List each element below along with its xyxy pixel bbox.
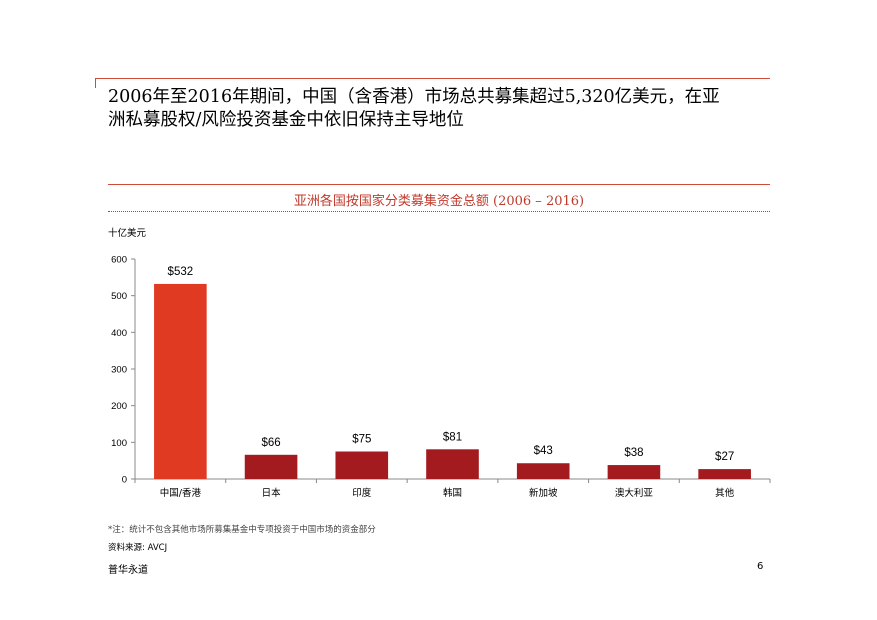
y-tick-label: 500: [111, 291, 127, 302]
bar-6: [607, 465, 661, 479]
y-tick-label: 0: [122, 475, 127, 486]
x-tick-label: 中国/香港: [160, 487, 202, 499]
data-label: $38: [624, 447, 643, 459]
bar-7: [698, 469, 751, 479]
y-axis-unit-label: 十亿美元: [108, 228, 147, 239]
x-tick-label: 韩国: [443, 487, 462, 499]
page-headline: 2006年至2016年期间，中国（含香港）市场总共募集超过5,320亿美元，在亚…: [108, 86, 773, 132]
data-label: $81: [443, 431, 462, 443]
x-tick-label: 澳大利亚: [615, 487, 654, 499]
data-label: $66: [261, 437, 280, 449]
x-tick-label: 日本: [262, 487, 282, 499]
headline-line-2: 洲私募股权/风险投资基金中依旧保持主导地位: [108, 110, 464, 130]
page-number: 6: [757, 561, 764, 572]
headline-line-1: 2006年至2016年期间，中国（含香港）市场总共募集超过5,320亿美元，在亚: [108, 87, 720, 107]
chart-top-rule: [108, 184, 770, 185]
data-label: $532: [168, 266, 194, 278]
data-label: $27: [715, 451, 734, 463]
brand-name: 普华永道: [108, 565, 148, 576]
y-tick-label: 400: [111, 328, 127, 339]
x-tick-label: 新加坡: [529, 487, 558, 499]
chart-title-divider: [108, 211, 770, 212]
header-top-rule: [95, 78, 770, 79]
bar-4: [426, 449, 479, 479]
data-label: $75: [352, 434, 371, 446]
y-tick-label: 200: [111, 401, 127, 412]
bar-1: [154, 283, 207, 479]
x-tick-label: 印度: [352, 487, 372, 499]
bar-3: [335, 451, 389, 479]
bar-5: [516, 463, 570, 479]
data-label: $43: [534, 445, 553, 457]
y-tick-label: 100: [111, 438, 127, 449]
data-source: 资料来源: AVCJ: [108, 543, 168, 553]
chart-footnote: *注：统计不包含其他市场所募集基金中专项投资于中国市场的资金部分: [108, 525, 376, 535]
chart-title: 亚洲各国按国家分类募集资金总额 (2006 – 2016): [293, 194, 585, 209]
x-tick-label: 其他: [715, 487, 735, 499]
bar-2: [244, 454, 298, 479]
header-corner-mark: [95, 78, 96, 88]
y-tick-label: 600: [111, 255, 127, 266]
y-tick-label: 300: [111, 365, 127, 376]
